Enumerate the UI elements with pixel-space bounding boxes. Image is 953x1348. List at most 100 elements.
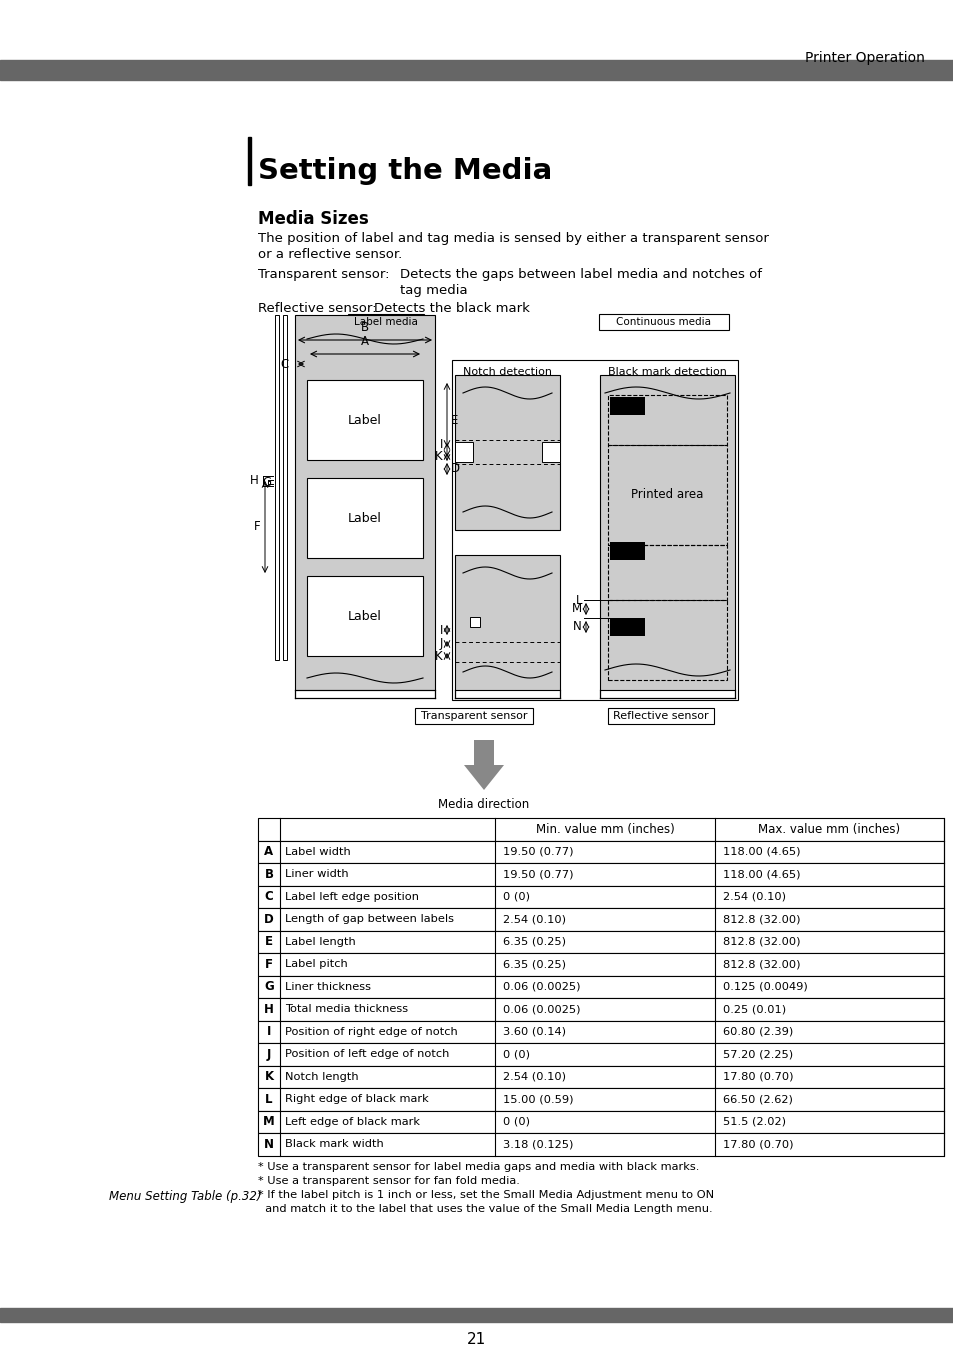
Text: L: L [265,1093,273,1105]
Bar [257,998,943,1020]
Text: 118.00 (4.65): 118.00 (4.65) [722,869,800,879]
Text: L: L [575,593,581,607]
Text: Label pitch: Label pitch [285,960,348,969]
Text: tag media: tag media [399,284,467,297]
Text: E: E [265,936,273,948]
Bar [607,600,726,679]
Text: 17.80 (0.70): 17.80 (0.70) [722,1139,793,1150]
Bar [609,542,644,559]
Text: 0.25 (0.01): 0.25 (0.01) [722,1004,785,1014]
Text: F: F [265,957,273,971]
Text: C: C [264,890,274,903]
Text: 57.20 (2.25): 57.20 (2.25) [722,1049,792,1060]
Bar [455,375,559,530]
Text: Min. value mm (inches): Min. value mm (inches) [535,822,674,836]
Text: 2.54 (0.10): 2.54 (0.10) [502,1072,565,1081]
Bar [607,545,726,600]
Text: 15.00 (0.59): 15.00 (0.59) [502,1095,573,1104]
Bar [257,1065,943,1088]
Text: Max. value mm (inches): Max. value mm (inches) [757,822,899,836]
Bar [455,442,473,462]
Text: Notch detection: Notch detection [462,367,552,377]
Text: 17.80 (0.70): 17.80 (0.70) [722,1072,793,1081]
Text: B: B [264,868,274,880]
Bar [248,137,251,185]
Bar [0,61,953,80]
Text: 66.50 (2.62): 66.50 (2.62) [722,1095,792,1104]
Bar [257,953,943,976]
Text: Position of left edge of notch: Position of left edge of notch [285,1049,449,1060]
Text: Label left edge position: Label left edge position [285,892,418,902]
Bar [598,314,728,330]
Text: 0 (0): 0 (0) [502,1049,530,1060]
Bar [470,617,479,627]
Text: 60.80 (2.39): 60.80 (2.39) [722,1027,792,1037]
Text: C: C [280,357,289,371]
Text: E: E [451,414,457,426]
Text: 0.06 (0.0025): 0.06 (0.0025) [502,1004,579,1014]
Bar [599,375,734,690]
Text: * Use a transparent sensor for label media gaps and media with black marks.: * Use a transparent sensor for label med… [257,1162,699,1171]
Text: 19.50 (0.77): 19.50 (0.77) [502,847,573,857]
Text: 0 (0): 0 (0) [502,1116,530,1127]
Text: H: H [264,1003,274,1016]
Bar [607,708,713,724]
Bar [257,1111,943,1134]
Text: Length of gap between labels: Length of gap between labels [285,914,454,925]
Text: 6.35 (0.25): 6.35 (0.25) [502,937,565,946]
Bar [307,576,422,656]
Text: 0 (0): 0 (0) [502,892,530,902]
Text: J: J [267,1047,271,1061]
Text: Liner width: Liner width [285,869,348,879]
Text: Label width: Label width [285,847,351,857]
Text: Label length: Label length [285,937,355,946]
Bar [294,315,435,690]
Text: 51.5 (2.02): 51.5 (2.02) [722,1116,785,1127]
Bar [609,617,644,636]
Text: Total media thickness: Total media thickness [285,1004,408,1014]
Text: 812.8 (32.00): 812.8 (32.00) [722,960,800,969]
Text: Liner thickness: Liner thickness [285,981,371,992]
Text: 19.50 (0.77): 19.50 (0.77) [502,869,573,879]
Text: G: G [263,476,272,488]
Text: Left edge of black mark: Left edge of black mark [285,1116,419,1127]
Text: K: K [264,1070,274,1084]
Text: A: A [360,336,369,348]
Text: Transparent sensor:: Transparent sensor: [257,268,389,280]
Text: Label: Label [348,511,381,524]
Text: 812.8 (32.00): 812.8 (32.00) [722,914,800,925]
Text: 3.18 (0.125): 3.18 (0.125) [502,1139,573,1150]
Text: Continuous media: Continuous media [616,317,711,328]
Polygon shape [463,766,503,790]
Text: Transparent sensor: Transparent sensor [420,710,527,721]
Text: Detects the gaps between label media and notches of: Detects the gaps between label media and… [399,268,761,280]
Text: and match it to the label that uses the value of the Small Media Length menu.: and match it to the label that uses the … [257,1204,712,1213]
Text: N: N [264,1138,274,1151]
Text: Printed area: Printed area [631,488,703,501]
Text: Notch length: Notch length [285,1072,358,1081]
Text: I: I [439,624,442,636]
Text: N: N [573,620,581,634]
Bar [307,479,422,558]
Text: I: I [439,438,442,452]
Bar [415,708,533,724]
Bar [257,909,943,930]
Text: Label: Label [348,609,381,623]
Bar [607,395,726,445]
Bar [257,1020,943,1043]
Bar [257,841,943,863]
Text: K: K [435,650,442,662]
Text: * If the label pitch is 1 inch or less, set the Small Media Adjustment menu to O: * If the label pitch is 1 inch or less, … [257,1189,714,1200]
Text: K: K [435,450,442,464]
Text: Printer Operation: Printer Operation [804,51,924,65]
Text: D: D [451,462,459,476]
Bar [257,863,943,886]
Bar [348,314,423,330]
Text: 21: 21 [467,1333,486,1348]
Text: G: G [264,980,274,993]
Bar [307,380,422,460]
Text: M: M [571,603,581,616]
Text: Label: Label [348,414,381,426]
Bar [0,1308,953,1322]
Text: F: F [254,520,261,534]
